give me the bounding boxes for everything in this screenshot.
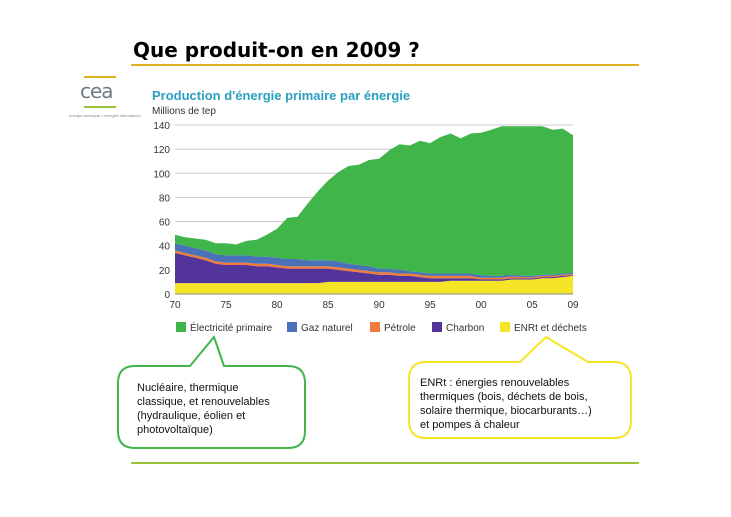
x-tick-label: 70 [169, 300, 181, 311]
legend-swatch [432, 322, 442, 332]
callout-right-line: ENRt : énergies renouvelables [420, 377, 570, 389]
y-tick-label: 100 [153, 169, 170, 180]
callout-left-line: classique, et renouvelables [137, 396, 270, 408]
callout-left-text: Nucléaire, thermique classique, et renou… [137, 381, 270, 437]
legend-swatch [176, 322, 186, 332]
y-tick-label: 140 [153, 121, 170, 132]
bottom-divider [131, 462, 639, 464]
area-series [175, 275, 573, 294]
legend-swatch [500, 322, 510, 332]
logo-bottom-line [84, 106, 116, 108]
y-tick-label: 40 [159, 242, 171, 253]
logo-top-line [84, 76, 116, 78]
callout-right-text: ENRt : énergies renouvelables thermiques… [420, 376, 592, 432]
y-axis-unit: Millions de tep [152, 106, 216, 117]
area-series [175, 126, 573, 276]
callout-left-line: (hydraulique, éolien et [137, 410, 246, 422]
title-divider [131, 64, 639, 66]
x-tick-label: 85 [323, 300, 335, 311]
x-tick-label: 09 [567, 300, 579, 311]
axis-layer: 0 20 40 60 80 100 120 140 70 75 80 85 90 95 00 05 09 [153, 121, 579, 311]
x-tick-label: 95 [425, 300, 437, 311]
cea-logo: cea énergie atomique • énergies alternat… [66, 76, 140, 126]
chart-title: Production d'énergie primaire par énergi… [152, 88, 411, 103]
area-layer [175, 126, 573, 294]
callout-right-line: et pompes à chaleur [420, 419, 520, 431]
x-tick-label: 00 [476, 300, 488, 311]
slide-title: Que produit-on en 2009 ? [133, 38, 420, 62]
callout-right-line: thermiques (bois, déchets de bois, [420, 391, 588, 403]
x-tick-label: 75 [220, 300, 232, 311]
callout-right-bubble [408, 335, 632, 439]
y-tick-label: 20 [159, 266, 171, 277]
legend-layer: Électricité primaire Gaz naturel Pétrole Ch… [176, 321, 587, 334]
x-tick-label: 80 [271, 300, 283, 311]
logo-text: cea [80, 79, 114, 103]
area-series [175, 253, 573, 284]
callout-left-line: photovoltaïque) [137, 424, 213, 436]
legend-swatch [287, 322, 297, 332]
y-tick-label: 80 [159, 193, 171, 204]
area-series [175, 243, 573, 278]
y-tick-label: 60 [159, 218, 171, 229]
x-tick-label: 90 [374, 300, 386, 311]
callout-right-line: solaire thermique, biocarburants…) [420, 405, 592, 417]
legend-label: ENRt et déchets [514, 323, 587, 334]
area-series [175, 250, 573, 280]
callout-left-line: Nucléaire, thermique [137, 382, 239, 394]
callout-layer [117, 334, 632, 449]
legend-label: Électricité primaire [190, 321, 273, 334]
callout-left-bubble [117, 334, 306, 449]
legend-label: Pétrole [384, 323, 416, 334]
logo-caption: énergie atomique • énergies alternatives [69, 113, 141, 118]
legend-label: Gaz naturel [301, 323, 353, 334]
x-tick-label: 05 [527, 300, 539, 311]
legend-swatch [370, 322, 380, 332]
y-tick-label: 0 [164, 290, 170, 301]
legend-label: Charbon [446, 323, 484, 334]
y-tick-label: 120 [153, 145, 170, 156]
